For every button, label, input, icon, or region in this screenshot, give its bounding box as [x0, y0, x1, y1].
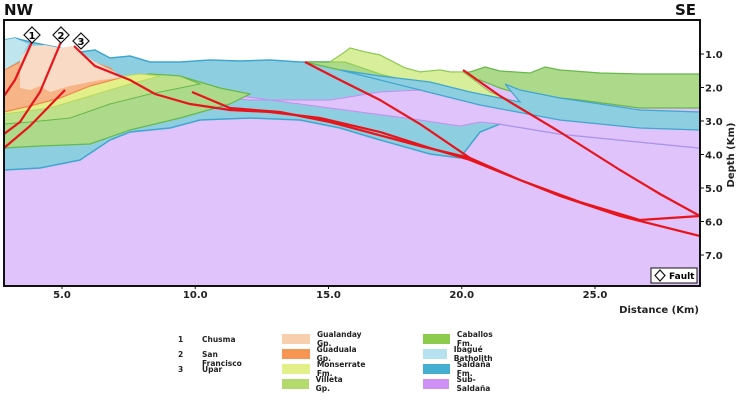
y-tick-label: 4.0 [705, 151, 723, 162]
diamond-icon [654, 269, 666, 282]
faults [4, 41, 700, 238]
cross-section: 1 2 3 Fault 5.0 10.0 15.0 20.0 25.0 1.02.03.… [3, 19, 736, 316]
fault-name-number: 2 [178, 350, 184, 359]
legend-item: Caballos Fm. [423, 330, 500, 348]
y-tick-label: 3.0 [705, 117, 723, 128]
legend-label: Guaduala Gp. [316, 345, 357, 363]
legend-label: Caballos Fm. [456, 330, 493, 348]
y-tick-label: 6.0 [705, 218, 723, 229]
x-tick-label: 20.0 [449, 290, 474, 301]
direction-se-label: SE [675, 1, 697, 19]
fault-name: Upar [202, 365, 223, 374]
legend-item: Sub-Saldaña [423, 375, 498, 393]
y-tick-label: 2.0 [705, 84, 723, 95]
fault-center [304, 61, 700, 222]
fault-name-number: 3 [178, 365, 184, 374]
legend-swatch [282, 334, 310, 344]
legend-label: Sub-Saldaña [456, 375, 491, 393]
fault-east [462, 69, 700, 217]
legend-label: Monserrate Fm. [316, 360, 366, 378]
x-axis-ticks: 5.0 10.0 15.0 20.0 25.0 [53, 286, 607, 301]
y-axis-ticks: 1.0 2.0 3.0 4.0 5.0 6.0 7.0 [700, 50, 723, 262]
fault-legend: Fault [650, 267, 698, 284]
fault-marker-2: 2 [52, 26, 70, 44]
fault-san-francisco [4, 41, 63, 135]
legend-swatch [282, 364, 310, 374]
fault-legend-label: Fault [669, 272, 695, 282]
legend-item: Ibagué Batholith [423, 345, 503, 363]
frame [3, 19, 701, 287]
x-tick-label: 25.0 [583, 290, 608, 301]
x-tick-label: 10.0 [183, 290, 208, 301]
legend-swatch [423, 379, 450, 389]
legend-swatch [423, 349, 447, 359]
y-axis-title: Depth (Km) [726, 123, 736, 188]
direction-nw-label: NW [4, 1, 34, 19]
legend-item: Villeta Gp. [282, 375, 350, 393]
legend-swatch [423, 334, 450, 344]
x-axis-title: Distance (Km) [619, 305, 699, 316]
fault-chusma [4, 41, 34, 97]
legend-label: Gualanday Gp. [316, 330, 362, 348]
legend-swatch [423, 364, 450, 374]
fault-marker-1-label: 1 [29, 31, 36, 42]
legend-item: Guaduala Gp. [282, 345, 363, 363]
legend-label: Saldaña Fm. [456, 360, 491, 378]
fault-markers: 1 2 3 [23, 26, 90, 50]
unit-saldana-right [339, 69, 700, 131]
y-tick-label: 7.0 [705, 251, 723, 262]
legend-item: Monserrate Fm. [282, 360, 372, 378]
x-tick-label: 5.0 [53, 290, 71, 301]
y-tick-label: 5.0 [705, 184, 723, 195]
legend-label: Ibagué Batholith [453, 345, 493, 363]
fault-name: Chusma [202, 335, 236, 344]
legend-item: Gualanday Gp. [282, 330, 368, 348]
unit-ibague-left [4, 38, 28, 70]
legend-label: Villeta Gp. [315, 375, 343, 393]
fault-branch [4, 89, 66, 149]
legend-swatch [282, 379, 309, 389]
x-tick-label: 15.0 [316, 290, 341, 301]
legend-swatch [282, 349, 310, 359]
unit-sub-saldana-sliver [189, 89, 700, 149]
fault-marker-3: 3 [72, 32, 90, 50]
fault-name: San Francisco [202, 350, 242, 368]
fault-name-number: 1 [178, 335, 184, 344]
fault-marker-3-label: 3 [78, 37, 85, 48]
y-tick-label: 1.0 [705, 50, 723, 61]
fault-inner [191, 90, 471, 160]
sky [4, 20, 700, 74]
fault-marker-2-label: 2 [58, 31, 65, 42]
legend-item: Saldaña Fm. [423, 360, 498, 378]
fault-marker-1: 1 [23, 26, 41, 44]
